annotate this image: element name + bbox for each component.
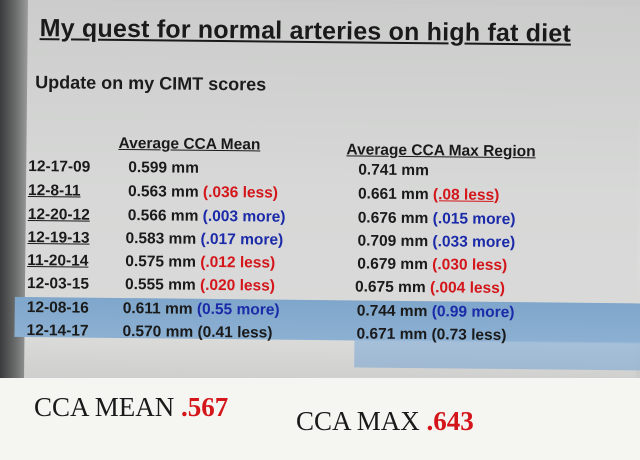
row-mean-value: 0.563 mm [127, 183, 199, 201]
bottom-shade [24, 339, 640, 378]
row-mean-value: 0.599 mm [128, 159, 200, 177]
row-max-delta: (0.73 less) [431, 326, 507, 345]
row-max-value: 0.675 mm [354, 278, 426, 297]
row-date: 12-17-09 [28, 158, 91, 176]
row-date: 12-8-11 [27, 182, 81, 200]
row-max-value: 0.671 mm [356, 325, 428, 344]
row-date: 12-20-12 [27, 206, 90, 224]
row-max-value: 0.744 mm [356, 302, 428, 321]
row-max-delta: (.033 more) [432, 233, 516, 252]
row-max-value: 0.741 mm [358, 161, 429, 180]
row-max-delta: (.030 less) [432, 256, 508, 275]
row-max: 0.709 mm (.033 more) [357, 232, 515, 252]
summary-mean-value: .567 [181, 392, 229, 422]
row-mean: 0.611 mm (0.55 more) [123, 300, 280, 320]
row-mean: 0.575 mm (.012 less) [125, 253, 275, 273]
row-max: 0.744 mm (0.99 more) [357, 302, 515, 322]
row-mean-delta: (0.41 less) [197, 323, 273, 342]
row-max-value: 0.679 mm [357, 255, 429, 274]
row-mean: 0.583 mm (.017 more) [125, 230, 283, 250]
row-max: 0.679 mm (.030 less) [357, 255, 507, 275]
row-mean-value: 0.555 mm [124, 276, 196, 294]
row-mean-delta: (.003 more) [202, 207, 286, 226]
row-max-delta: (.015 more) [432, 210, 516, 229]
row-max-value: 0.709 mm [357, 232, 429, 251]
row-mean-value: 0.611 mm [122, 300, 193, 318]
row-mean-delta: (.012 less) [200, 253, 276, 272]
row-max-value: 0.661 mm [357, 185, 429, 204]
row-max: 0.671 mm (0.73 less) [356, 325, 506, 345]
header-cca-mean: Average CCA Mean [118, 134, 261, 154]
row-max: 0.676 mm (.015 more) [358, 209, 516, 229]
row-date: 12-08-16 [26, 299, 89, 317]
row-mean: 0.563 mm (.036 less) [128, 183, 278, 203]
screen-photo: My quest for normal arteries on high fat… [0, 0, 640, 378]
row-mean-delta: (0.55 more) [196, 300, 280, 319]
summary-cca-mean: CCA MEAN .567 [34, 392, 228, 423]
row-max-delta: (.004 less) [429, 279, 506, 298]
row-mean: 0.566 mm (.003 more) [128, 207, 286, 227]
row-mean-value: 0.583 mm [125, 230, 197, 248]
row-date: 12-14-17 [26, 322, 89, 340]
summary-cca-max: CCA MAX .643 [296, 406, 474, 437]
slide-title: My quest for normal arteries on high fat… [39, 14, 572, 48]
row-date: 12-03-15 [26, 275, 90, 293]
row-max-value: 0.676 mm [357, 209, 429, 228]
row-mean-value: 0.566 mm [127, 207, 199, 225]
row-max: 0.675 mm (.004 less) [355, 278, 505, 298]
row-mean: 0.555 mm (.020 less) [125, 276, 275, 296]
slide-subtitle: Update on my CIMT scores [35, 72, 267, 95]
row-date: 11-20-14 [27, 252, 89, 270]
row-max-delta: (0.99 more) [431, 303, 515, 322]
slide: My quest for normal arteries on high fat… [14, 0, 640, 378]
header-cca-max: Average CCA Max Region [346, 141, 536, 161]
row-mean-value: 0.575 mm [125, 253, 197, 271]
summary-max-value: .643 [426, 406, 474, 436]
summary-mean-label: CCA MEAN [34, 392, 175, 422]
scores-table: 12-17-09 0.599 mm 0.741 mm 12-8-11 0.563 mm … [26, 0, 640, 344]
row-max-delta: (.08 less) [432, 186, 500, 204]
row-mean-value: 0.570 mm [122, 323, 194, 341]
row-max: 0.661 mm (.08 less) [358, 185, 500, 204]
row-max: 0.741 mm [358, 161, 429, 180]
summary-max-label: CCA MAX [296, 406, 420, 436]
row-mean-delta: (.036 less) [202, 183, 279, 202]
row-mean-delta: (.017 more) [200, 230, 284, 249]
row-mean: 0.599 mm [128, 159, 199, 178]
row-mean: 0.570 mm (0.41 less) [122, 323, 272, 343]
row-mean-delta: (.020 less) [199, 276, 276, 295]
row-date: 12-19-13 [27, 229, 90, 247]
